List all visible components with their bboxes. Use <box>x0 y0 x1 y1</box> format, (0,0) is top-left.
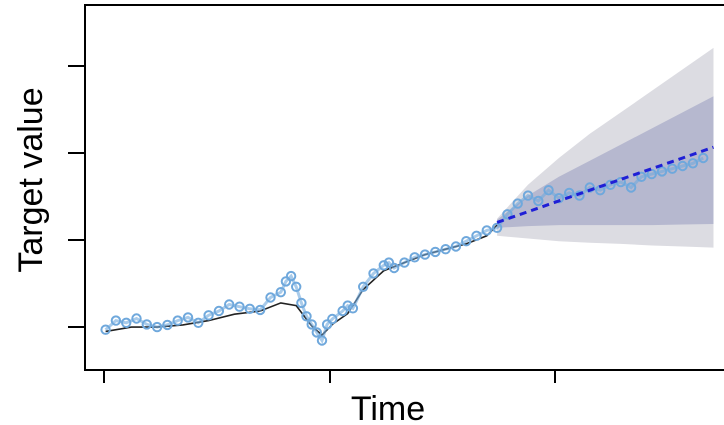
observed-point <box>491 222 503 234</box>
fitted-curve <box>105 224 498 337</box>
observed-point <box>430 246 441 258</box>
observed-point <box>316 335 328 346</box>
axes <box>84 4 724 371</box>
observed-point <box>543 185 554 196</box>
median-forecast <box>496 145 714 224</box>
observed-point <box>203 310 214 321</box>
observed-series <box>100 152 709 346</box>
observed-point <box>280 276 292 287</box>
observed-point <box>636 171 647 183</box>
observed-point <box>306 319 317 330</box>
observed-point <box>321 319 333 330</box>
band-p10-p90 <box>497 96 714 228</box>
x-axis-title: Time <box>351 390 425 425</box>
observed-point <box>182 312 194 323</box>
observed-point <box>347 303 359 314</box>
forecast-bands <box>497 47 714 248</box>
observed-point <box>301 311 312 322</box>
observed-point <box>698 152 709 164</box>
observed-point <box>471 230 482 242</box>
observed-point <box>388 262 400 274</box>
observed-point <box>342 300 353 311</box>
plot-frame <box>84 4 724 371</box>
observed-point <box>255 304 266 316</box>
y-axis-title: Target value <box>12 87 50 272</box>
observed-point <box>110 315 122 326</box>
observed-point <box>450 241 462 252</box>
observed-point <box>121 317 132 328</box>
median-line-p50 <box>496 145 714 224</box>
observed-point <box>383 257 395 268</box>
observed-point <box>461 236 472 247</box>
observed-point <box>311 327 322 338</box>
observed-point <box>399 257 410 268</box>
observed-point <box>512 198 523 209</box>
observed-point <box>522 190 534 201</box>
observed-point <box>172 315 183 326</box>
observed-point <box>574 190 585 201</box>
observed-point <box>409 252 420 263</box>
observed-point <box>625 182 637 193</box>
observed-point <box>368 268 379 279</box>
observed-point <box>265 292 276 303</box>
observed-point <box>213 305 225 317</box>
observed-point <box>440 244 451 255</box>
observed-point <box>234 301 245 312</box>
observed-point <box>291 281 302 292</box>
observed-point <box>244 303 256 314</box>
observed-point <box>275 287 286 298</box>
observed-point <box>193 317 204 328</box>
fitted-line <box>105 224 498 337</box>
axis-ticks <box>68 65 556 383</box>
observed-point <box>646 168 657 180</box>
observed-point <box>151 321 163 333</box>
observed-point <box>502 209 513 220</box>
observed-point <box>687 158 699 169</box>
observed-point <box>656 166 668 177</box>
observed-point <box>162 319 173 331</box>
observed-point <box>605 179 616 191</box>
observed-point <box>533 195 544 207</box>
observed-point <box>131 313 142 324</box>
observed-point <box>358 281 369 292</box>
observed-point <box>327 313 338 325</box>
observed-point <box>667 163 678 174</box>
observed-point <box>378 260 389 271</box>
observed-point <box>285 270 297 282</box>
observed-point <box>337 305 348 317</box>
observed-point <box>296 297 307 309</box>
observed-line <box>104 156 704 345</box>
observed-point <box>100 324 111 335</box>
observed-point <box>224 299 235 310</box>
observed-point <box>481 225 492 236</box>
observed-point <box>419 249 431 260</box>
observed-point <box>677 160 688 172</box>
observed-point <box>141 319 153 330</box>
